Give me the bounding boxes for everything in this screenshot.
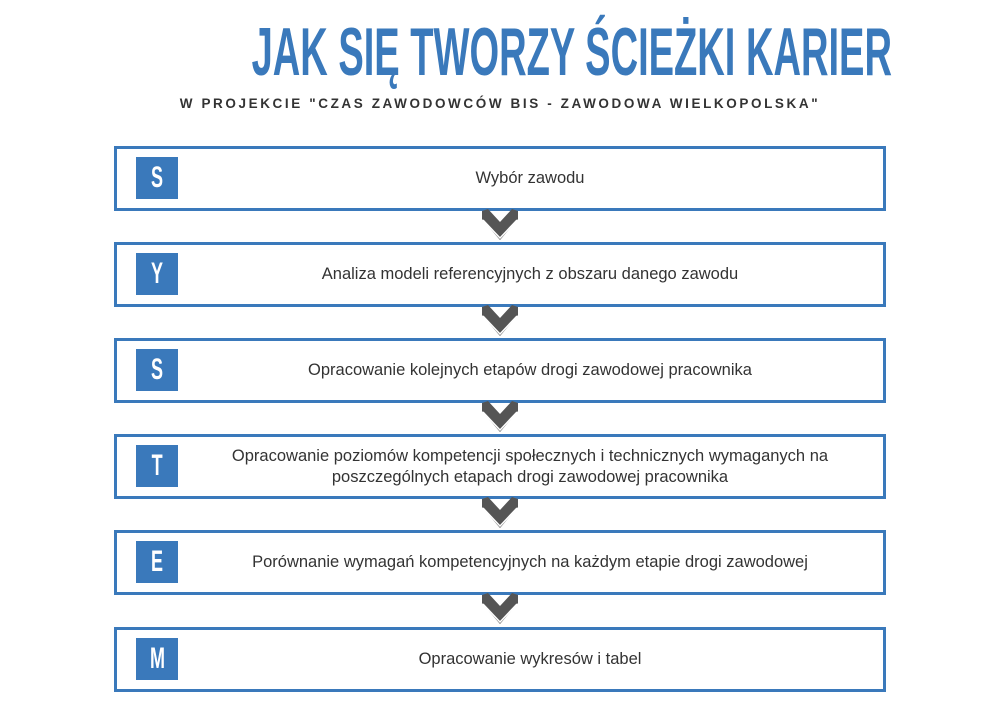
chevron-down-icon [482, 593, 518, 624]
step-box: S Wybór zawodu [114, 146, 886, 211]
step-letter-badge: E [136, 541, 178, 583]
step-text: Analiza modeli referencyjnych z obszaru … [321, 265, 739, 283]
step-text: Opracowanie wykresów i tabel [418, 650, 642, 668]
chevron-down-icon [482, 401, 518, 432]
subtitle: W PROJEKCIE "CZAS ZAWODOWCÓW BIS - ZAWOD… [179, 96, 821, 111]
chevron-down-icon [482, 209, 518, 240]
step-text: Porównanie wymagań kompetencyjnych na ka… [252, 553, 808, 571]
step-box: T Opracowanie poziomów kompetencji społe… [114, 434, 886, 499]
step-box: E Porównanie wymagań kompetencyjnych na … [114, 530, 886, 595]
step-text: Opracowanie poziomów kompetencji społecz… [231, 446, 829, 486]
step-box: Y Analiza modeli referencyjnych z obszar… [114, 242, 886, 307]
step-letter-badge: T [136, 445, 178, 487]
page-title: JAK SIĘ TWORZY ŚCIEŻKI KARIER [251, 14, 892, 90]
step-letter-badge: Y [136, 253, 178, 295]
step-letter-badge: M [136, 638, 178, 680]
step-box: M Opracowanie wykresów i tabel [114, 627, 886, 692]
step-letter-badge: S [136, 349, 178, 391]
chevron-down-icon [482, 497, 518, 528]
step-text: Wybór zawodu [475, 169, 585, 187]
chevron-down-icon [482, 305, 518, 336]
step-box: S Opracowanie kolejnych etapów drogi zaw… [114, 338, 886, 403]
step-text: Opracowanie kolejnych etapów drogi zawod… [308, 361, 752, 379]
step-letter-badge: S [136, 157, 178, 199]
